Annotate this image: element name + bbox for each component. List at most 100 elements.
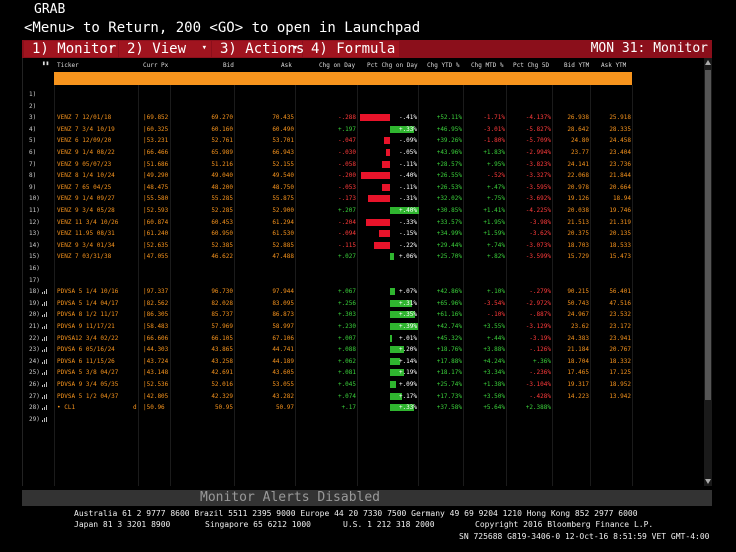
monitor-grid[interactable]: ▮▮ Ticker Curr Px Bid Ask Chg on Day Pct… xyxy=(22,58,705,486)
ticker-cell: VENZ 11 3/4 10/26 xyxy=(57,218,119,226)
chart-bars-icon[interactable] xyxy=(42,370,47,376)
empty-row[interactable]: 2) xyxy=(23,101,633,112)
table-row[interactable]: 6) VENZ 9 1/4 08/22 |66.466 65.989 66.943 -.0… xyxy=(23,147,633,158)
chart-bars-icon[interactable] xyxy=(42,335,47,341)
header-chg-5d[interactable]: Pct Chg 5D xyxy=(513,62,550,69)
bid-ytm-cell: 24.80 xyxy=(570,137,589,145)
header-ask-ytm[interactable]: Ask YTM xyxy=(601,62,627,69)
table-row[interactable]: 10) VENZ 9 1/4 09/27 |55.580 55.285 55.875 -.… xyxy=(23,193,633,204)
chg-5d-cell: +2.388% xyxy=(525,404,551,412)
vertical-scrollbar[interactable] xyxy=(704,58,712,486)
chart-bars-icon[interactable] xyxy=(42,300,47,306)
chart-bars-icon[interactable] xyxy=(42,416,47,422)
curr-px-cell: |82.562 xyxy=(143,299,169,307)
chart-bars-icon[interactable] xyxy=(42,393,47,399)
header-bid-ytm[interactable]: Bid YTM xyxy=(564,62,590,69)
ticker-cell: VENZ 11.95 08/31 xyxy=(57,230,115,238)
table-row[interactable]: 24) PDVSA 6 11/15/26 |43.724 43.258 44.189 +.… xyxy=(23,356,633,367)
row-number: 23) xyxy=(29,346,40,354)
curr-px-cell: |48.475 xyxy=(143,183,169,191)
chart-bars-icon[interactable] xyxy=(42,289,47,295)
empty-row[interactable]: 16) xyxy=(23,263,633,274)
header-chg-mtd[interactable]: Chg MTD % xyxy=(471,62,504,69)
table-row[interactable]: 23) PDVSA 6 05/16/24 |44.303 43.865 44.741 +.… xyxy=(23,344,633,355)
row-number: 3) xyxy=(29,114,37,122)
header-ask[interactable]: Ask xyxy=(281,62,292,69)
footer-contacts-japan: Japan 81 3 3201 8900 xyxy=(74,520,171,529)
empty-row[interactable]: 1) xyxy=(23,89,633,100)
empty-row[interactable]: 29) xyxy=(23,414,633,425)
header-chg-ytd[interactable]: Chg YTD % xyxy=(427,62,460,69)
row-number: 4) xyxy=(29,125,37,133)
menu-button-1[interactable]: 1) Monitor ▾ xyxy=(24,41,118,57)
bid-ytm-cell: 18.703 xyxy=(567,241,589,249)
table-row[interactable]: 12) VENZ 11 3/4 10/26 |60.874 60.453 61.294 -… xyxy=(23,217,633,228)
pct-change-bar xyxy=(390,334,392,342)
menu-button-2[interactable]: 2) View ▾ xyxy=(119,41,211,57)
table-row[interactable]: 21) PDVSA 9 11/17/21 |58.483 57.969 58.997 +.… xyxy=(23,321,633,332)
ask-cell: 44.741 xyxy=(272,346,294,354)
chg-ytd-cell: +52.11% xyxy=(436,114,462,122)
scroll-down-icon[interactable] xyxy=(705,479,711,484)
ask-ytm-cell: 23.404 xyxy=(609,149,631,156)
table-row[interactable]: 8) VENZ 8 1/4 10/24 |49.290 49.040 49.540 -.2… xyxy=(23,170,633,181)
table-row[interactable]: 28) • CL1 d |50.96 50.95 50.97 +.17 +.33% +37.58… xyxy=(23,402,633,413)
chart-bars-icon[interactable] xyxy=(42,324,47,329)
table-row[interactable]: 15) VENZ 7 03/31/38 |47.055 46.622 47.488 +.0… xyxy=(23,251,633,262)
chart-bars-icon[interactable] xyxy=(42,358,47,364)
ask-ytm-cell: 18.952 xyxy=(609,381,631,388)
row-number: 29) xyxy=(29,415,40,423)
table-row[interactable]: 25) PDVSA 5 3/8 04/27 |43.148 42.691 43.605 +… xyxy=(23,367,633,378)
scroll-thumb[interactable] xyxy=(705,70,711,400)
chart-bars-icon[interactable] xyxy=(42,312,47,318)
curr-px-cell: |47.055 xyxy=(143,253,169,261)
table-row[interactable]: 18) PDVSA 5 1/4 10/16 |97.337 96.730 97.944 +… xyxy=(23,286,633,297)
pct-change-bar xyxy=(390,299,413,307)
table-row[interactable]: 7) VENZ 9 05/07/23 |51.686 51.216 52.155 -.05… xyxy=(23,159,633,170)
table-row[interactable]: 27) PDVSA 5 1/2 04/37 |42.805 42.329 43.282 +… xyxy=(23,391,633,402)
header-pct-chg-on-day[interactable]: Pct Chg on Day xyxy=(367,62,418,69)
table-row[interactable]: 3) VENZ 7 12/01/18 |69.852 69.270 70.435 -.28… xyxy=(23,112,633,123)
bid-cell: 65.989 xyxy=(211,149,233,156)
bid-cell: 66.105 xyxy=(211,334,233,342)
column-settings-icon[interactable]: ▮▮ xyxy=(42,60,50,67)
table-row[interactable]: 20) PDVSA 8 1/2 11/17 |86.305 85.737 86.873 +… xyxy=(23,309,633,320)
header-bid[interactable]: Bid xyxy=(223,62,234,69)
ticker-cell: VENZ 9 05/07/23 xyxy=(57,160,112,168)
chg-on-day-cell: +.303 xyxy=(337,311,356,319)
table-row[interactable]: 22) PDVSA12 3/4 02/22 |66.606 66.105 67.106 +… xyxy=(23,333,633,344)
chart-bars-icon[interactable] xyxy=(42,382,47,387)
table-row[interactable]: 11) VENZ 9 3/4 05/28 |52.593 52.285 52.900 +.… xyxy=(23,205,633,216)
table-row[interactable]: 19) PDVSA 5 1/4 04/17 |82.562 82.028 83.095 +… xyxy=(23,298,633,309)
menu-button-4[interactable]: 4) Formula xyxy=(303,41,399,57)
table-row[interactable]: 14) VENZ 9 3/4 01/34 |52.635 52.385 52.885 -.… xyxy=(23,240,633,251)
menu-button-label: 1) Monitor xyxy=(32,41,117,57)
ask-ytm-cell: 19.746 xyxy=(609,207,631,214)
bid-cell: 55.285 xyxy=(211,195,233,203)
table-row[interactable]: 26) PDVSA 9 3/4 05/35 |52.536 52.016 53.055 +… xyxy=(23,379,633,390)
header-chg-on-day[interactable]: Chg on Day xyxy=(319,62,356,69)
header-ticker[interactable]: Ticker xyxy=(57,62,79,69)
ticker-cell: PDVSA 5 1/2 04/37 xyxy=(57,392,119,400)
table-row[interactable]: 9) VENZ 7 65 04/25 |48.475 48.200 48.750 -.05… xyxy=(23,182,633,193)
chg-5d-cell: -.428% xyxy=(529,392,551,400)
scroll-up-icon[interactable] xyxy=(705,60,711,65)
chart-bars-icon[interactable] xyxy=(42,405,47,411)
instruction-line: <Menu> to Return, 200 <GO> to open in La… xyxy=(24,20,421,36)
bid-ytm-cell: 22.068 xyxy=(567,172,589,180)
table-row[interactable]: 5) VENZ 6 12/09/20 |53.231 52.761 53.701 -.04… xyxy=(23,135,633,146)
row-number: 19) xyxy=(29,299,40,307)
pct-chg-cell: +.09% xyxy=(398,381,417,388)
menu-button-3[interactable]: 3) Actions ▾ xyxy=(212,41,304,57)
row-number: 7) xyxy=(29,160,37,168)
table-row[interactable]: 4) VENZ 7 3/4 10/19 |60.325 60.160 60.490 +.1… xyxy=(23,124,633,135)
pct-chg-cell: +.20% xyxy=(398,346,417,354)
header-curr-px[interactable]: Curr Px xyxy=(143,62,169,69)
chart-bars-icon[interactable] xyxy=(42,347,47,353)
empty-row[interactable]: 17) xyxy=(23,275,633,286)
bid-ytm-cell: 14.223 xyxy=(567,392,589,400)
table-row[interactable]: 13) VENZ 11.95 08/31 |61.240 60.950 61.530 -.… xyxy=(23,228,633,239)
ask-cell: 66.943 xyxy=(272,149,294,156)
bid-ytm-cell: 17.465 xyxy=(567,369,589,377)
bid-cell: 43.258 xyxy=(211,357,233,365)
